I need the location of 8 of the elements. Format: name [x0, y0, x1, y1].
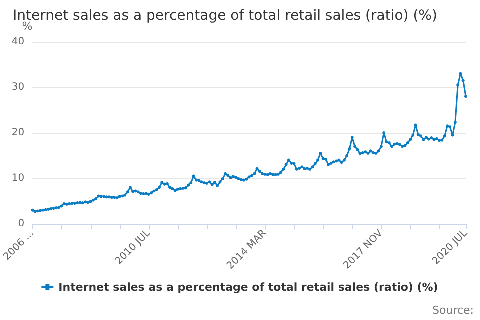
y-axis-title: %	[22, 20, 33, 33]
y-tick-label: 40	[12, 36, 25, 48]
source-note: Source:	[432, 304, 474, 317]
y-tick-label: 30	[12, 82, 25, 93]
legend-label: Internet sales as a percentage of total retail sales (ratio) (%)	[58, 281, 438, 294]
y-tick-label: 20	[12, 128, 25, 138]
y-tick-label: 0	[18, 218, 25, 230]
y-tick-label: 10	[12, 173, 25, 184]
